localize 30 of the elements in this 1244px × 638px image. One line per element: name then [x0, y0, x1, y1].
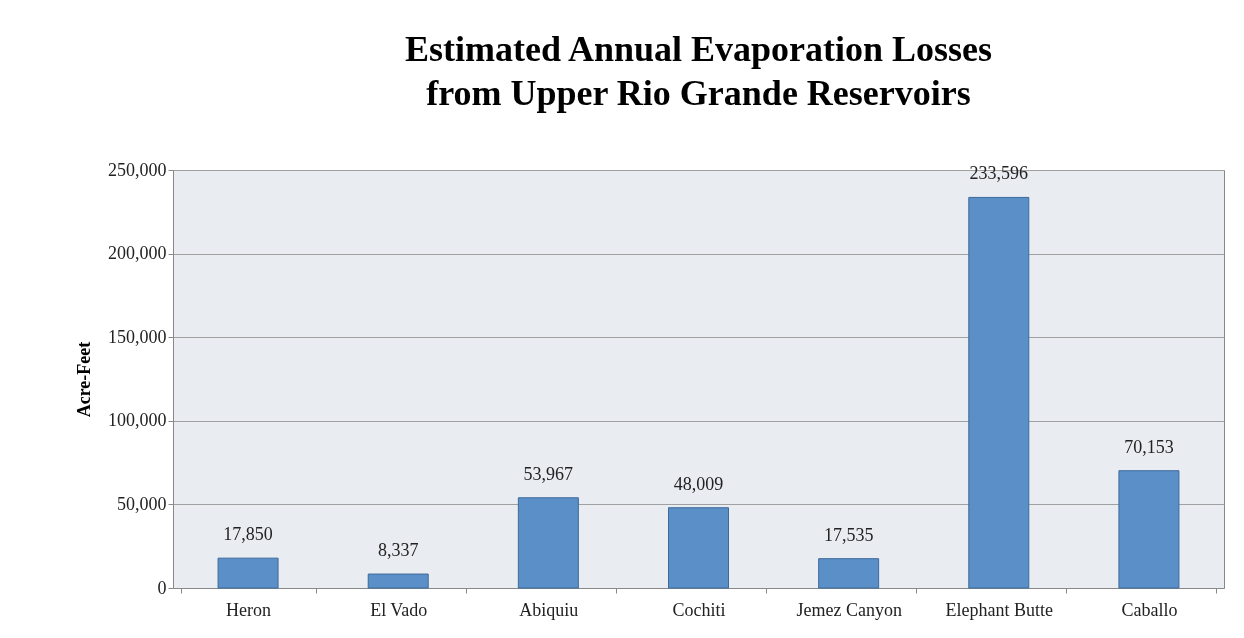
x-tick-label: Abiquiu [519, 599, 579, 620]
y-tick-label: 250,000 [108, 159, 167, 180]
y-tick-label: 150,000 [108, 326, 167, 347]
data-label: 233,596 [969, 163, 1029, 184]
y-tick-label: 50,000 [117, 493, 167, 514]
bar [1118, 470, 1180, 589]
x-tick-label: Heron [226, 599, 272, 620]
data-label: 53,967 [523, 463, 574, 484]
y-tick-label: 200,000 [108, 243, 167, 264]
x-tick-label: El Vado [370, 599, 428, 620]
bar [668, 507, 729, 589]
data-label: 48,009 [673, 473, 724, 494]
data-label: 70,153 [1124, 436, 1174, 457]
y-tick-label: 0 [157, 577, 167, 598]
bar [517, 497, 579, 589]
data-label: 8,337 [377, 540, 419, 561]
x-tick-label: Elephant Butte [945, 599, 1054, 620]
text: Estimated Annual Evaporation Losses [404, 29, 993, 69]
data-label: 17,850 [223, 524, 273, 545]
y-axis-title: Acre-Feet [74, 341, 94, 418]
bar [818, 558, 880, 589]
bar [217, 557, 279, 589]
x-tick-label: Caballo [1121, 599, 1178, 620]
x-tick-label: Jemez Canyon [796, 599, 902, 620]
x-tick-label: Cochiti [672, 599, 726, 620]
text: from Upper Rio Grande Reservoirs [426, 73, 971, 113]
bar [968, 196, 1030, 589]
data-label: 17,535 [823, 524, 874, 545]
bar [367, 573, 429, 589]
y-tick-label: 100,000 [108, 410, 167, 431]
